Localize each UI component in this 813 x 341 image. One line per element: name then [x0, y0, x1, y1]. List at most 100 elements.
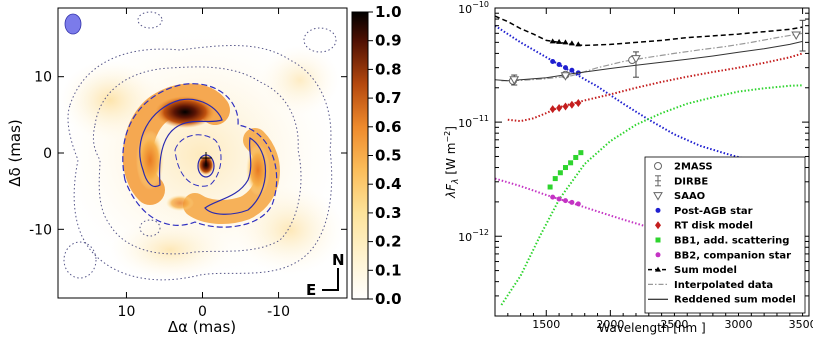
legend-marker-saao [653, 192, 663, 201]
point-saao [791, 31, 802, 41]
observations-layer [508, 19, 806, 86]
sed-ytick-base: 10 [458, 117, 472, 130]
compass-east-label: E [306, 281, 316, 299]
legend-label: DIRBE [674, 176, 708, 187]
point-bb1 [568, 160, 574, 166]
contour-dotted-islands-1 [63, 241, 97, 279]
point-postagb [556, 61, 562, 67]
colorbar-tick-label: 0.5 [375, 147, 402, 165]
contour-solid-top [139, 98, 223, 188]
legend-label: Reddened sum model [674, 295, 796, 306]
point-rtdisk [549, 105, 556, 114]
point-saao [631, 55, 641, 64]
halo-emission-5 [260, 45, 340, 115]
legend-marker-sum-tri [655, 266, 661, 272]
point-bb2 [556, 196, 562, 202]
image-xtick-label: 10 [118, 304, 136, 320]
point-bb1 [552, 176, 558, 182]
sed-xtick-label: 3000 [725, 318, 753, 331]
legend-label: SAAO [674, 191, 705, 202]
point-rtdisk [562, 102, 569, 111]
colorbar [351, 11, 369, 300]
compass: N E [306, 251, 345, 299]
legend-label: Interpolated data [674, 280, 773, 291]
point-bb1 [573, 154, 579, 160]
point-postagb [562, 65, 568, 71]
sed-ylabel-main: λF [444, 183, 458, 199]
sed-ytick-exp: −11 [472, 114, 489, 123]
sed-ytick-base: 10 [458, 3, 472, 16]
point-sum [568, 40, 575, 46]
series-line-rtdisk [507, 52, 803, 123]
legend-label: BB2, companion star [674, 250, 791, 261]
image-ytick-label: 0 [43, 146, 52, 162]
sed-ytick-exp: −12 [472, 228, 489, 237]
sed-xtick-label: 1500 [532, 318, 560, 331]
colorbar-ticks: 0.0 0.1 0.2 0.3 0.4 0.5 0.6 0.7 0.8 0.9 1.0 [368, 3, 402, 308]
point-bb2 [575, 201, 581, 207]
point-rtdisk [568, 100, 575, 109]
image-xtick-label: 0 [198, 304, 207, 320]
colorbar-tick-label: 0.1 [375, 261, 402, 279]
image-ylabel: Δδ (mas) [6, 119, 24, 187]
colorbar-tick-label: 1.0 [375, 3, 402, 21]
beam-ellipse [64, 13, 82, 35]
point-bb2 [562, 198, 568, 204]
legend-marker-diamond [655, 221, 661, 230]
contour-dotted-islands-4 [139, 219, 161, 237]
star-position-marker [200, 152, 212, 164]
legend-label: Sum model [674, 265, 737, 276]
peak-left [136, 130, 164, 190]
legend-marker-square [655, 237, 661, 243]
sed-legend: 2MASS DIRBE SAAO Post-AGB star RT disk model… [644, 156, 806, 314]
colorbar-tick-label: 0.0 [375, 290, 402, 308]
contour-dashed-ring [122, 83, 278, 228]
point-sum [549, 38, 556, 44]
colorbar-tick-label: 0.9 [375, 32, 402, 50]
sed-ylabel-units: [W m [444, 143, 458, 175]
intensity-map [60, 11, 345, 281]
legend-label: Post-AGB star [674, 206, 753, 217]
series-line-reddened [495, 40, 803, 82]
image-xlabel: Δα (mas) [168, 318, 236, 336]
sed-ytick-label: 10−10 [458, 0, 489, 16]
point-sum [562, 39, 569, 45]
knot-bottom [166, 195, 194, 211]
colorbar-tick-label: 0.7 [375, 89, 402, 107]
point-sum [575, 41, 582, 47]
point-saao [509, 76, 520, 85]
image-ytick-label: -10 [29, 222, 52, 238]
series-line-sum [495, 15, 803, 47]
colorbar-tick-label: 0.8 [375, 60, 402, 78]
sed-ylabel-close: ] [444, 126, 458, 131]
sed-ytick-label: 10−11 [458, 114, 489, 130]
legend-marker-dot [655, 252, 661, 258]
colorbar-tick-label: 0.3 [375, 204, 402, 222]
sed-ylabel-sup: −2 [443, 131, 452, 143]
point-rtdisk [556, 103, 563, 112]
legend-marker-2mass [654, 162, 662, 170]
contour-solid-right [204, 137, 267, 215]
point-bb2 [569, 199, 575, 205]
colorbar-tick-label: 0.6 [375, 118, 402, 136]
point-rtdisk [575, 99, 582, 108]
sed-ytick-base: 10 [458, 231, 472, 244]
sed-xlabel: Wavelength [nm ] [598, 321, 705, 335]
central-source [198, 155, 214, 175]
sed-frame [494, 7, 810, 317]
legend-label: RT disk model [674, 221, 753, 232]
sed-ytick-exp: −10 [472, 0, 489, 9]
point-bb1 [562, 165, 568, 171]
point-bb1 [547, 184, 553, 190]
halo-emission-4 [110, 220, 230, 280]
image-xtick-label: -10 [267, 304, 290, 320]
legend-label: BB1, add. scattering [674, 236, 789, 247]
contour-dotted-outer [67, 45, 333, 281]
series-line-bb1 [500, 84, 803, 306]
contour-dotted-inner [92, 66, 302, 255]
point-bb1 [557, 170, 563, 176]
